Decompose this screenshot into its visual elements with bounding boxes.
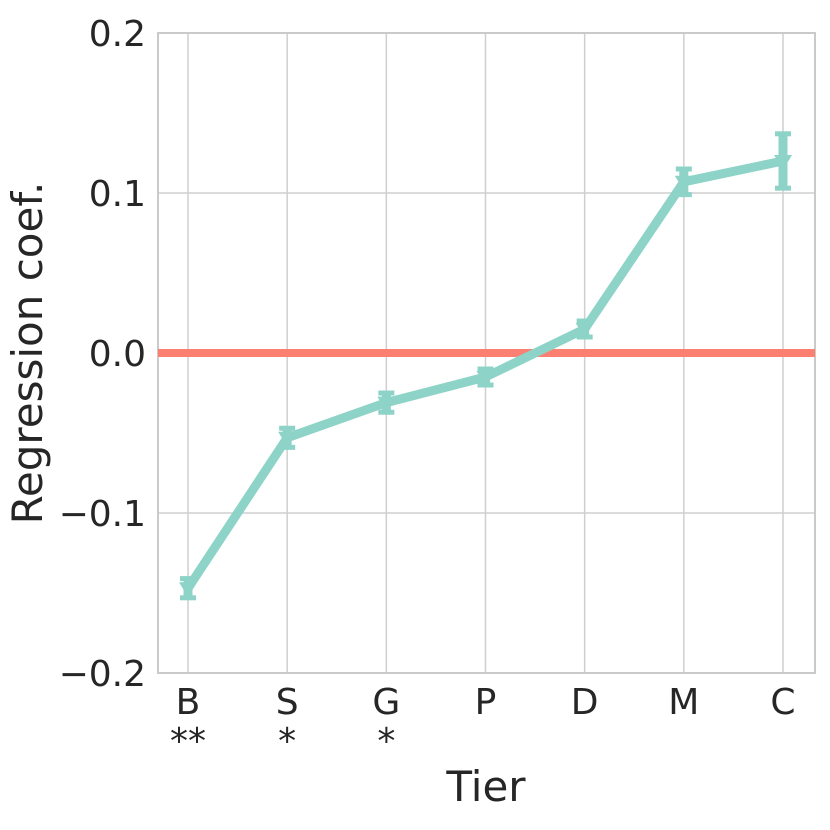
x-tick-label: S bbox=[276, 682, 299, 723]
y-tick-label: −0.1 bbox=[59, 494, 146, 535]
significance-label: * bbox=[278, 721, 296, 762]
x-tick-label: B bbox=[176, 682, 201, 723]
data-point-marker bbox=[179, 582, 197, 598]
x-tick-label: G bbox=[372, 682, 400, 723]
y-tick-label: 0.1 bbox=[89, 174, 146, 215]
axis-tick-layer: 0.20.10.0−0.1−0.2B**S*G*P D M C bbox=[59, 14, 796, 762]
x-axis-label: Tier bbox=[445, 762, 526, 811]
data-point-marker bbox=[476, 371, 495, 386]
data-point-marker bbox=[377, 396, 396, 412]
data-point-marker bbox=[774, 155, 792, 170]
y-tick-label: −0.2 bbox=[59, 654, 146, 695]
y-axis-label: Regression coef. bbox=[3, 182, 52, 525]
y-tick-label: 0.2 bbox=[89, 14, 146, 55]
significance-label: * bbox=[377, 721, 395, 762]
x-tick-label: P bbox=[475, 682, 497, 723]
x-tick-label: M bbox=[668, 682, 699, 723]
data-point-marker bbox=[674, 175, 693, 191]
y-tick-label: 0.0 bbox=[89, 334, 146, 375]
x-tick-label: C bbox=[770, 682, 795, 723]
data-point-marker bbox=[278, 431, 297, 447]
series-layer bbox=[179, 131, 792, 601]
significance-label: ** bbox=[170, 721, 206, 762]
data-point-marker bbox=[575, 323, 594, 338]
x-tick-label: D bbox=[571, 682, 599, 723]
